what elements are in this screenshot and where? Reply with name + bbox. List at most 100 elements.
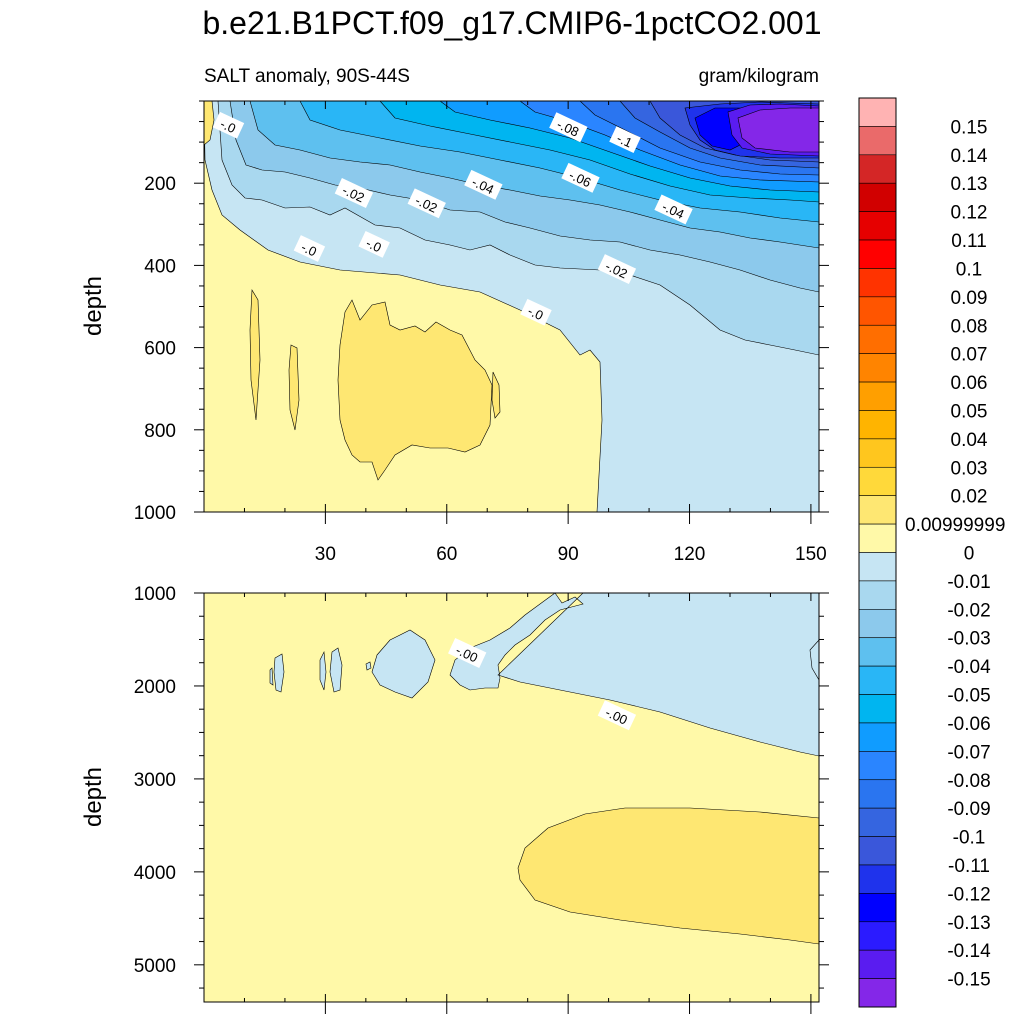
fill-lower-blue-patch-3 xyxy=(329,647,343,693)
colorbar-swatch xyxy=(858,637,897,667)
colorbar-level-label: -0.13 xyxy=(947,913,990,934)
upper-ticks: 30 60 90 120 150 200 400 600 800 1000 xyxy=(134,100,829,565)
upper-contour-label-box xyxy=(358,231,390,258)
colorbar-swatch xyxy=(858,466,897,496)
lower-contour-label-box xyxy=(597,700,637,731)
upper-contour-label-text: -.0 xyxy=(299,239,319,259)
upper-contour-label: -.0 xyxy=(212,111,245,139)
colorbar-level-label: 0.1 xyxy=(956,259,982,280)
colorbar-swatch xyxy=(858,353,897,383)
chart-title: b.e21.B1PCT.f09_g17.CMIP6-1pctCO2.001 xyxy=(202,5,821,41)
colorbar-swatch xyxy=(858,296,897,326)
colorbar-swatch xyxy=(858,438,897,468)
upper-xtick-label: 150 xyxy=(795,544,827,565)
colorbar-level-label: -0.14 xyxy=(947,941,991,962)
fill-positive-patch-thin xyxy=(491,371,501,419)
upper-contour-label-text: -.1 xyxy=(615,130,635,150)
lower-ticks: 1000 2000 3000 4000 5000 xyxy=(134,584,829,1014)
colorbar-swatch xyxy=(858,580,897,610)
colorbar-level-label: 0.07 xyxy=(951,345,988,366)
upper-contour-label: -.1 xyxy=(609,126,641,153)
colorbar-frame xyxy=(858,97,897,1008)
fill-lower-blue-patch-6 xyxy=(809,639,819,681)
lower-ytick-label: 1000 xyxy=(134,584,176,605)
fill-positive-patch-main xyxy=(337,299,493,481)
colorbar-swatch xyxy=(858,665,897,695)
upper-contour-label-box xyxy=(293,235,326,262)
colorbar-level-label: 0.11 xyxy=(951,231,987,252)
upper-contour-label-box xyxy=(561,162,600,193)
upper-y-axis-label: depth xyxy=(80,276,107,336)
upper-subtitle-left: SALT anomaly, 90S-44S xyxy=(204,66,410,87)
upper-ytick-label: 600 xyxy=(144,339,176,360)
colorbar-swatch xyxy=(858,779,897,809)
colorbar-swatch xyxy=(858,751,897,781)
colorbar-swatch xyxy=(858,722,897,752)
colorbar-level-label: -0.03 xyxy=(947,629,990,650)
upper-ytick-label: 400 xyxy=(144,256,176,277)
upper-contour-label-box xyxy=(407,188,446,219)
colorbar-swatch xyxy=(858,694,897,724)
upper-contour-label-box xyxy=(212,111,245,139)
colorbar-level-label: 0.04 xyxy=(951,430,988,451)
colorbar-swatch xyxy=(858,211,897,241)
colorbar-level-label: 0.13 xyxy=(951,174,988,195)
fill-positive-patch-left xyxy=(249,288,261,421)
upper-ytick-label: 800 xyxy=(144,421,176,442)
fill-lower-blue-patch-2 xyxy=(319,650,327,691)
upper-contour-label-box xyxy=(520,298,552,326)
lower-y-axis-label: depth xyxy=(80,767,107,827)
colorbar-swatch xyxy=(858,126,897,156)
colorbar-level-label: 0.15 xyxy=(951,117,988,138)
fill-lower-blue-patch-1 xyxy=(371,629,436,699)
colorbar-level-label: 0.09 xyxy=(951,288,988,309)
fill-lower-blue-patch-7 xyxy=(269,667,274,686)
colorbar-swatch xyxy=(858,836,897,866)
colorbar-swatch xyxy=(858,381,897,411)
colorbar-level-label: -0.04 xyxy=(947,657,991,678)
colorbar-level-label: -0.15 xyxy=(947,970,990,991)
colorbar-swatch xyxy=(858,978,897,1008)
upper-contour-label-text: -.0 xyxy=(364,235,384,255)
upper-contour-label: -.0 xyxy=(293,235,326,262)
upper-contour-label-box xyxy=(609,126,641,153)
colorbar-swatch xyxy=(858,495,897,525)
colorbar-swatch xyxy=(858,324,897,354)
upper-subtitle-right: gram/kilogram xyxy=(699,66,819,87)
colorbar-level-label: -0.1 xyxy=(953,828,986,849)
colorbar-level-label: -0.06 xyxy=(947,714,990,735)
colorbar-level-label: 0.02 xyxy=(951,487,988,508)
lower-contour-label-box xyxy=(448,637,487,668)
upper-contour-label-box xyxy=(464,169,503,200)
lower-ytick-label: 5000 xyxy=(134,956,176,977)
colorbar-level-label: 0.05 xyxy=(951,401,988,422)
colorbar-level-label: -0.01 xyxy=(947,572,990,593)
colorbar-level-label: -0.12 xyxy=(947,884,990,905)
colorbar-level-label: 0.14 xyxy=(951,146,988,167)
fill-band-minus-0.15 xyxy=(737,107,819,153)
colorbar-swatch xyxy=(858,268,897,298)
colorbar-level-label: -0.02 xyxy=(947,600,990,621)
upper-contour-label: -.0 xyxy=(358,231,390,258)
colorbar-level-label: 0.00999999 xyxy=(905,515,1005,536)
upper-xtick-label: 120 xyxy=(674,544,706,565)
colorbar-swatch xyxy=(858,609,897,639)
upper-contour-label-text: -.0 xyxy=(218,116,238,136)
lower-contour-fills xyxy=(204,593,819,1002)
upper-ytick-label: 1000 xyxy=(134,503,176,524)
upper-contour-fills xyxy=(204,101,819,512)
colorbar-swatch xyxy=(858,182,897,212)
colorbar-swatch xyxy=(858,552,897,582)
colorbar-swatch xyxy=(858,154,897,184)
fill-positive-patch-small xyxy=(288,344,300,431)
upper-contour-label-box xyxy=(654,194,693,225)
lower-ytick-label: 3000 xyxy=(134,770,176,791)
colorbar-swatch xyxy=(858,523,897,553)
fill-lower-negative-region xyxy=(449,593,819,757)
upper-xtick-label: 90 xyxy=(558,544,579,565)
upper-contour-label-text: -.0 xyxy=(526,303,546,323)
upper-ytick-label: 200 xyxy=(144,174,176,195)
colorbar-level-label: 0 xyxy=(964,544,975,565)
